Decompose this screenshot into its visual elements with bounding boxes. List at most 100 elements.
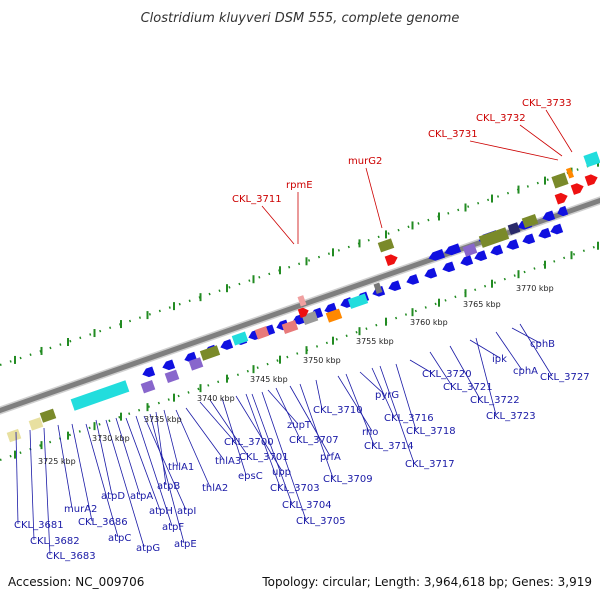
gene-label: CKL_3710	[313, 405, 363, 416]
purple-box	[140, 379, 156, 394]
gene-label: atpD	[101, 491, 125, 502]
gene-label: CKL_3727	[540, 372, 590, 383]
leader-line-blue	[209, 399, 249, 457]
leader-line-blue	[475, 337, 497, 416]
pink-box	[281, 319, 299, 335]
gene-features	[6, 151, 600, 443]
leader-line-blue	[267, 389, 299, 425]
leader-line-red	[261, 205, 295, 245]
gene-label: cphA	[513, 366, 538, 377]
leader-line-red	[519, 124, 563, 157]
cds-arrow	[388, 280, 402, 292]
leader-line-blue	[115, 417, 141, 496]
olive-box-shape	[39, 408, 57, 423]
leader-line-blue	[71, 423, 93, 522]
accession-text: Accession: NC_009706	[8, 575, 144, 589]
red-arrow	[554, 192, 568, 205]
kbp-label: 3730 kbp	[92, 434, 130, 443]
inner-tick-marks	[14, 241, 599, 459]
leader-line-blue	[163, 409, 179, 467]
gene-label: prfA	[320, 452, 341, 463]
leader-line-blue	[519, 323, 553, 377]
cds-arrow	[142, 366, 156, 378]
leader-line-blue	[299, 383, 334, 479]
gene-label: rpmE	[286, 180, 313, 191]
gene-label: CKL_3717	[405, 459, 455, 470]
purple-box	[188, 357, 204, 371]
leader-line-red	[469, 140, 559, 161]
cds-arrow	[490, 244, 504, 256]
gene-label: CKL_3723	[486, 411, 536, 422]
leader-line-blue	[57, 424, 73, 509]
dark-box-shape	[507, 222, 521, 235]
red-arrow-shape	[384, 254, 398, 267]
cds-arrow-shape	[490, 244, 504, 256]
gene-label: cphB	[530, 339, 555, 350]
kbp-labels: 3725 kbp 3730 kbp 3735 kbp 3740 kbp 3745…	[38, 284, 554, 466]
gene-label: CKL_3711	[232, 194, 282, 205]
leader-line-blue	[469, 339, 501, 359]
kbp-label: 3765 kbp	[463, 300, 501, 309]
red-arrow-shape	[554, 192, 568, 205]
leader-line-blue	[409, 359, 433, 374]
cds-arrow-shape	[388, 280, 402, 292]
purple-box-shape	[462, 243, 478, 257]
leader-line-blue	[185, 407, 225, 461]
cyan-box	[583, 151, 600, 168]
olive-box	[199, 345, 221, 361]
leader-line-blue	[429, 351, 453, 387]
gene-label: CKL_3709	[323, 474, 373, 485]
cds-arrow	[424, 267, 438, 279]
cyan-box	[70, 380, 130, 411]
cds-arrow	[538, 227, 552, 239]
gene-label: rho	[362, 427, 378, 438]
leader-line-blue	[221, 397, 247, 476]
purple-box	[164, 369, 180, 384]
purple-box-shape	[164, 369, 180, 384]
kbp-label: 3750 kbp	[303, 356, 341, 365]
cyan-box-shape	[347, 293, 369, 309]
leader-line-blue	[125, 417, 161, 511]
cds-arrow	[406, 274, 420, 285]
gene-label: thlA1	[168, 462, 194, 473]
cds-arrow-shape	[428, 249, 446, 261]
purple-box-shape	[140, 379, 156, 394]
cds-arrow-shape	[550, 223, 564, 235]
gene-label: CKL_3686	[78, 517, 128, 528]
map-title: Clostridium kluyveri DSM 555, complete g…	[141, 11, 460, 26]
gene-label: thlA3	[215, 456, 241, 467]
gene-label: CKL_3720	[422, 369, 472, 380]
gene-label: CKL_3732	[476, 113, 526, 124]
cds-arrow-shape	[142, 366, 156, 378]
leader-line-blue	[395, 363, 417, 431]
cds-arrow	[442, 261, 456, 273]
olive-box-shape	[478, 227, 510, 248]
gene-label: CKL_3714	[364, 441, 414, 452]
cds-arrow-shape	[522, 233, 536, 245]
leader-lines	[15, 109, 573, 556]
leader-line-blue	[235, 395, 283, 472]
cds-arrow-shape	[444, 243, 462, 256]
gene-label: atpE	[174, 539, 197, 550]
gene-label: zupT	[287, 420, 312, 431]
gene-label: CKL_3701	[239, 452, 289, 463]
kbp-label: 3740 kbp	[197, 394, 235, 403]
gray-box	[373, 282, 383, 294]
cds-arrow	[557, 205, 569, 217]
leader-line-blue	[15, 431, 19, 525]
cds-arrow-shape	[506, 239, 520, 250]
olive-box-shape	[377, 238, 395, 253]
olive-box-shape	[199, 345, 221, 361]
leader-line-red	[545, 109, 573, 153]
gene-label: atpG	[136, 543, 160, 554]
pink-box	[297, 295, 307, 307]
yellow-box	[28, 417, 44, 431]
cds-arrow-shape	[442, 261, 456, 273]
leader-line-blue	[337, 375, 373, 432]
leader-line-blue	[511, 327, 541, 344]
gene-label: pyrG	[375, 390, 399, 401]
red-arrow-shape	[570, 183, 584, 195]
gene-label: CKL_3731	[428, 129, 478, 140]
leader-line-blue	[379, 365, 415, 464]
leader-line-blue	[245, 393, 281, 488]
